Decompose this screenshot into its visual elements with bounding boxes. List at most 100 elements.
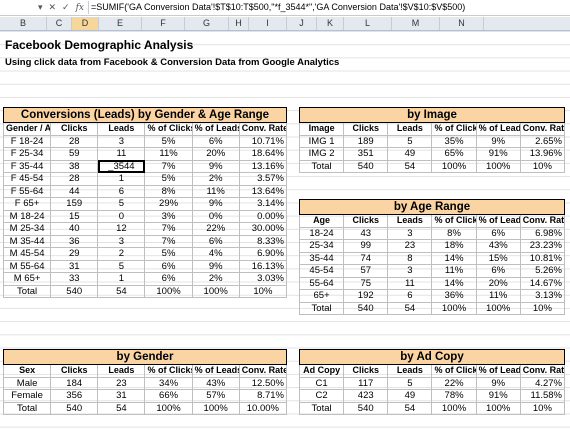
cell[interactable]: 36% <box>431 289 477 303</box>
cell[interactable]: 5% <box>144 172 193 186</box>
cell[interactable]: F 65+ <box>2 197 52 211</box>
cell[interactable]: 15 <box>50 209 99 223</box>
cell[interactable]: 74 <box>343 251 389 265</box>
cell[interactable]: 54 <box>387 301 433 315</box>
cell[interactable]: M 18-24 <box>2 209 52 223</box>
cell[interactable]: 10.71% <box>238 134 288 148</box>
cell[interactable]: 78% <box>431 389 477 403</box>
cell[interactable]: 55-64 <box>298 276 345 290</box>
cell[interactable]: 59 <box>50 147 99 161</box>
cell[interactable]: 99 <box>343 239 389 253</box>
cell[interactable]: 45-54 <box>298 264 345 278</box>
cell[interactable]: 49 <box>387 389 433 403</box>
cell[interactable]: 91% <box>475 389 521 403</box>
active-cell[interactable]: _3544 <box>97 159 146 173</box>
cell[interactable]: 29% <box>144 197 193 211</box>
cell[interactable]: 54 <box>387 159 433 173</box>
cell[interactable]: 100% <box>144 284 193 298</box>
cell[interactable]: 23 <box>97 376 146 390</box>
cell[interactable]: 100% <box>431 301 477 315</box>
column-header-c[interactable]: C <box>47 17 72 30</box>
cell[interactable]: 49 <box>387 147 433 161</box>
cell[interactable]: M 55-64 <box>2 259 52 273</box>
cell[interactable]: 57% <box>191 389 240 403</box>
cell[interactable]: 14.67% <box>519 276 566 290</box>
cell[interactable]: 35-44 <box>298 251 345 265</box>
cell[interactable]: 423 <box>343 389 389 403</box>
cell[interactable]: C1 <box>298 376 345 390</box>
cell[interactable]: 351 <box>343 147 389 161</box>
cell[interactable]: 2% <box>191 172 240 186</box>
column-header-f[interactable]: F <box>142 17 185 30</box>
column-header-j[interactable]: J <box>287 17 317 30</box>
cell[interactable]: 23 <box>387 239 433 253</box>
cell[interactable]: 6 <box>387 289 433 303</box>
cell[interactable]: 22% <box>431 376 477 390</box>
cell[interactable]: F 25-34 <box>2 147 52 161</box>
cell[interactable]: M 25-34 <box>2 222 52 236</box>
cell[interactable]: 0% <box>191 209 240 223</box>
cell[interactable]: 1 <box>97 272 146 286</box>
cell[interactable]: M 45-54 <box>2 247 52 261</box>
cell[interactable]: 3.03% <box>238 272 288 286</box>
cell[interactable]: 33 <box>50 272 99 286</box>
cell[interactable]: 540 <box>50 284 99 298</box>
cell[interactable]: 4% <box>191 247 240 261</box>
cell[interactable]: 100% <box>191 284 240 298</box>
cell[interactable]: 65% <box>431 147 477 161</box>
cell[interactable]: 3 <box>387 264 433 278</box>
cell[interactable]: 54 <box>387 401 433 415</box>
cell[interactable]: 0.00% <box>238 209 288 223</box>
column-header-n[interactable]: N <box>440 17 484 30</box>
cell[interactable]: 2.65% <box>519 134 566 148</box>
column-header-b[interactable]: B <box>0 17 47 30</box>
cell[interactable]: 6.90% <box>238 247 288 261</box>
cell[interactable]: 6% <box>191 134 240 148</box>
cell[interactable]: 11.58% <box>519 389 566 403</box>
cell[interactable]: 3.57% <box>238 172 288 186</box>
cell[interactable]: 4.27% <box>519 376 566 390</box>
cell[interactable]: 10% <box>519 401 566 415</box>
cell[interactable]: 14% <box>431 276 477 290</box>
column-header-i[interactable]: I <box>249 17 287 30</box>
cell[interactable]: 11% <box>475 289 521 303</box>
column-header-h[interactable]: H <box>229 17 249 30</box>
cell[interactable]: 540 <box>343 401 389 415</box>
cell[interactable]: 57 <box>343 264 389 278</box>
cell[interactable]: 43 <box>343 226 389 240</box>
cell[interactable]: Total <box>298 401 345 415</box>
cell[interactable]: 5 <box>387 376 433 390</box>
cell[interactable]: 356 <box>50 389 99 403</box>
cell[interactable]: 5 <box>97 259 146 273</box>
cell[interactable]: 3.13% <box>519 289 566 303</box>
cell[interactable]: 9% <box>191 159 240 173</box>
cell[interactable]: 13.64% <box>238 184 288 198</box>
cell[interactable]: 3.14% <box>238 197 288 211</box>
cell[interactable]: 16.13% <box>238 259 288 273</box>
cell[interactable]: 36 <box>50 234 99 248</box>
cell[interactable]: 6% <box>475 264 521 278</box>
cell[interactable]: 20% <box>475 276 521 290</box>
cell[interactable]: 31 <box>50 259 99 273</box>
formula-input[interactable]: =SUMIF('GA Conversion Data'!$T$10:T$500,… <box>88 1 570 14</box>
cell[interactable]: 12 <box>97 222 146 236</box>
cell[interactable]: 10% <box>238 284 288 298</box>
cell[interactable]: 9% <box>191 197 240 211</box>
cell[interactable]: 5 <box>97 197 146 211</box>
cell[interactable]: 10.00% <box>238 401 288 415</box>
cell[interactable]: 30.00% <box>238 222 288 236</box>
cell[interactable]: 3 <box>387 226 433 240</box>
cell[interactable]: 29 <box>50 247 99 261</box>
cell[interactable]: 10% <box>519 159 566 173</box>
cell[interactable]: 540 <box>343 159 389 173</box>
cell[interactable]: Total <box>298 301 345 315</box>
cell[interactable]: 100% <box>475 301 521 315</box>
function-icon[interactable]: fx <box>75 2 84 13</box>
cell[interactable]: 54 <box>97 401 146 415</box>
cell[interactable]: 54 <box>97 284 146 298</box>
cell[interactable]: 28 <box>50 172 99 186</box>
cell[interactable]: 34% <box>144 376 193 390</box>
cell[interactable]: 75 <box>343 276 389 290</box>
cell[interactable]: 43% <box>475 239 521 253</box>
cell[interactable]: 11 <box>97 147 146 161</box>
